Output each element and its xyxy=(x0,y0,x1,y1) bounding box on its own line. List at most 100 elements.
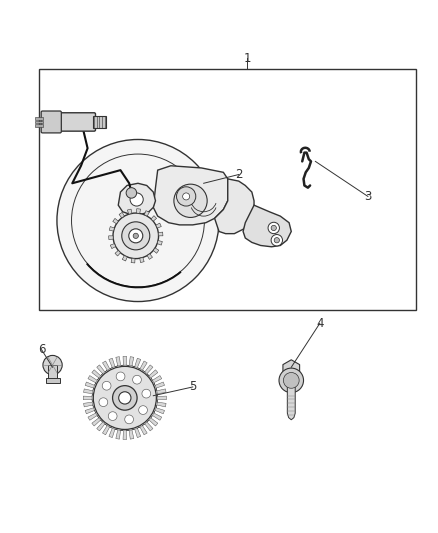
Polygon shape xyxy=(85,382,95,391)
Circle shape xyxy=(139,406,148,415)
Bar xyxy=(48,365,57,383)
Circle shape xyxy=(279,368,304,393)
Polygon shape xyxy=(157,399,166,407)
Polygon shape xyxy=(92,418,102,426)
Polygon shape xyxy=(109,358,115,369)
Polygon shape xyxy=(157,393,166,400)
Polygon shape xyxy=(97,422,107,431)
Polygon shape xyxy=(156,223,161,228)
Polygon shape xyxy=(283,360,300,379)
Circle shape xyxy=(271,225,276,231)
Circle shape xyxy=(116,372,125,381)
Text: 4: 4 xyxy=(316,317,324,330)
Bar xyxy=(35,120,43,123)
Polygon shape xyxy=(153,166,228,225)
Polygon shape xyxy=(152,410,162,420)
Circle shape xyxy=(129,229,143,243)
Circle shape xyxy=(177,187,196,206)
Polygon shape xyxy=(154,382,165,388)
Circle shape xyxy=(130,193,143,206)
Circle shape xyxy=(271,235,283,246)
FancyBboxPatch shape xyxy=(41,111,61,133)
Polygon shape xyxy=(109,236,113,240)
Circle shape xyxy=(102,381,111,390)
Bar xyxy=(35,124,43,127)
Circle shape xyxy=(108,411,117,421)
Circle shape xyxy=(174,184,207,217)
Polygon shape xyxy=(92,370,101,380)
Polygon shape xyxy=(140,257,144,263)
Bar xyxy=(46,378,60,383)
Bar xyxy=(93,116,106,128)
Polygon shape xyxy=(287,381,295,420)
Bar xyxy=(39,69,416,310)
Polygon shape xyxy=(109,428,118,438)
FancyBboxPatch shape xyxy=(58,113,95,131)
Circle shape xyxy=(133,233,138,238)
Polygon shape xyxy=(131,259,135,263)
Polygon shape xyxy=(151,376,162,383)
Circle shape xyxy=(283,373,299,388)
Circle shape xyxy=(183,193,190,200)
Text: 3: 3 xyxy=(364,190,371,203)
Polygon shape xyxy=(102,361,110,372)
Polygon shape xyxy=(145,420,153,431)
Polygon shape xyxy=(84,389,93,397)
Polygon shape xyxy=(158,232,163,236)
Circle shape xyxy=(99,398,108,407)
Polygon shape xyxy=(116,430,124,439)
Polygon shape xyxy=(137,209,141,213)
Polygon shape xyxy=(147,370,158,378)
Polygon shape xyxy=(153,248,159,253)
Polygon shape xyxy=(119,212,124,218)
Polygon shape xyxy=(102,426,112,435)
Polygon shape xyxy=(155,405,165,414)
Circle shape xyxy=(126,230,134,238)
Polygon shape xyxy=(122,255,127,261)
Polygon shape xyxy=(97,365,105,376)
Circle shape xyxy=(93,366,156,430)
Polygon shape xyxy=(140,424,147,435)
Circle shape xyxy=(142,389,151,398)
Polygon shape xyxy=(88,413,99,420)
Polygon shape xyxy=(156,388,166,393)
Polygon shape xyxy=(88,376,97,385)
Polygon shape xyxy=(126,357,134,366)
Circle shape xyxy=(274,238,279,243)
Polygon shape xyxy=(119,227,140,241)
Polygon shape xyxy=(132,358,141,368)
Circle shape xyxy=(268,222,279,233)
Bar xyxy=(35,117,43,120)
Polygon shape xyxy=(129,429,135,439)
Circle shape xyxy=(113,386,137,410)
Polygon shape xyxy=(110,244,116,248)
Polygon shape xyxy=(120,357,127,365)
Polygon shape xyxy=(142,365,153,374)
Polygon shape xyxy=(115,251,120,256)
Text: 6: 6 xyxy=(38,343,46,356)
Circle shape xyxy=(122,222,150,250)
Polygon shape xyxy=(85,408,95,414)
Circle shape xyxy=(113,213,159,259)
Polygon shape xyxy=(149,416,158,426)
Polygon shape xyxy=(138,361,147,370)
Polygon shape xyxy=(113,219,118,224)
Polygon shape xyxy=(83,396,92,402)
Text: 1: 1 xyxy=(244,52,251,65)
Polygon shape xyxy=(144,211,149,216)
Polygon shape xyxy=(123,431,129,440)
Circle shape xyxy=(133,375,141,384)
Text: 2: 2 xyxy=(235,168,243,181)
Polygon shape xyxy=(243,205,291,247)
Polygon shape xyxy=(215,179,254,233)
Polygon shape xyxy=(118,183,155,215)
Polygon shape xyxy=(151,216,156,221)
Polygon shape xyxy=(115,357,120,367)
Polygon shape xyxy=(135,427,141,438)
Circle shape xyxy=(43,356,62,375)
Polygon shape xyxy=(147,254,152,260)
Circle shape xyxy=(125,415,134,424)
Polygon shape xyxy=(157,240,162,245)
Circle shape xyxy=(57,140,219,302)
Text: 5: 5 xyxy=(189,381,196,393)
